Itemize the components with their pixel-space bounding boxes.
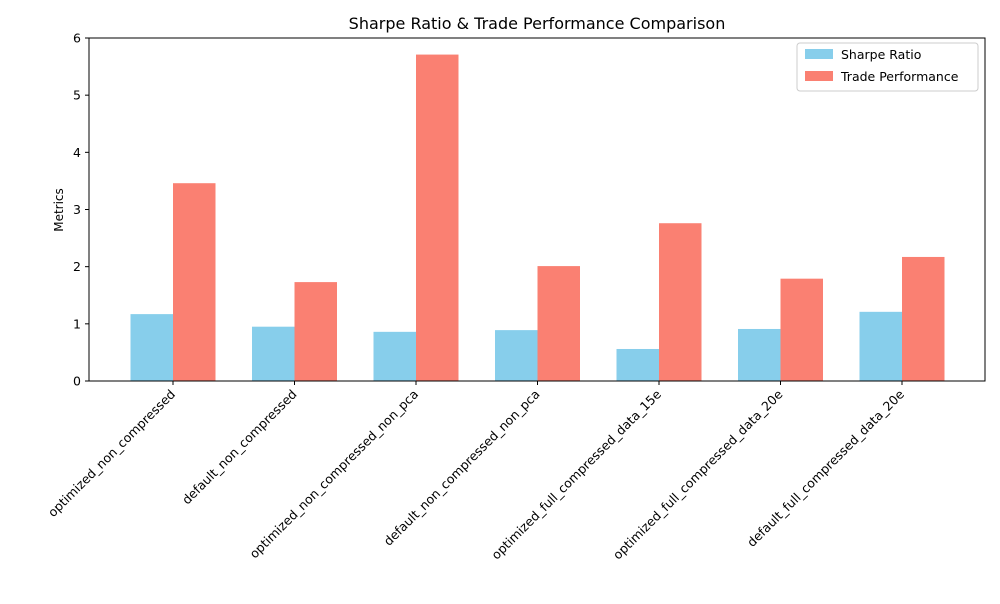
bars-layer [130, 54, 945, 381]
legend-label-sharpe-ratio: Sharpe Ratio [841, 47, 921, 62]
chart-title: Sharpe Ratio & Trade Performance Compari… [349, 14, 726, 33]
y-tick-label: 2 [73, 259, 81, 274]
bar-trade-performance-optimized-non-compressed-non-pca [416, 54, 459, 381]
bar-trade-performance-default-non-compressed-non-pca [537, 266, 580, 381]
y-axis-label: Metrics [52, 188, 66, 232]
y-tick-label: 0 [73, 374, 81, 389]
bar-trade-performance-default-full-compressed-data-20e [902, 256, 945, 381]
y-tick-label: 3 [73, 202, 81, 217]
legend-swatch-trade-performance [805, 71, 833, 81]
y-axis: 0 1 2 3 4 5 6 [73, 31, 89, 389]
legend-label-trade-performance: Trade Performance [840, 69, 959, 84]
legend: Sharpe Ratio Trade Performance [796, 42, 979, 92]
bar-trade-performance-optimized-non-compressed [173, 183, 216, 381]
x-axis: optimized_non_compressed default_non_comp… [45, 381, 907, 562]
bar-trade-performance-optimized-full-compressed-data-15e [659, 223, 702, 381]
y-tick-label: 5 [73, 88, 81, 103]
bar-trade-performance-optimized-full-compressed-data-20e [780, 278, 823, 381]
plot-frame [88, 37, 986, 382]
x-tick-label-default-non-compressed: default_non_compressed [179, 387, 300, 508]
legend-swatch-sharpe-ratio [805, 49, 833, 59]
bar-sharpe-ratio-default-non-compressed [252, 326, 295, 381]
x-tick-label-optimized-non-compressed: optimized_non_compressed [45, 387, 178, 520]
bar-sharpe-ratio-optimized-non-compressed [130, 314, 173, 381]
y-tick-label: 6 [73, 31, 81, 46]
bar-sharpe-ratio-optimized-non-compressed-non-pca [373, 331, 416, 381]
bar-sharpe-ratio-optimized-full-compressed-data-15e [616, 348, 659, 381]
bar-sharpe-ratio-default-full-compressed-data-20e [859, 311, 902, 381]
y-tick-label: 1 [73, 316, 81, 331]
bar-sharpe-ratio-default-non-compressed-non-pca [495, 330, 538, 381]
bar-trade-performance-default-non-compressed [294, 282, 337, 381]
legend-box [796, 42, 979, 92]
y-tick-label: 4 [73, 145, 81, 160]
bar-sharpe-ratio-optimized-full-compressed-data-20e [738, 328, 781, 381]
